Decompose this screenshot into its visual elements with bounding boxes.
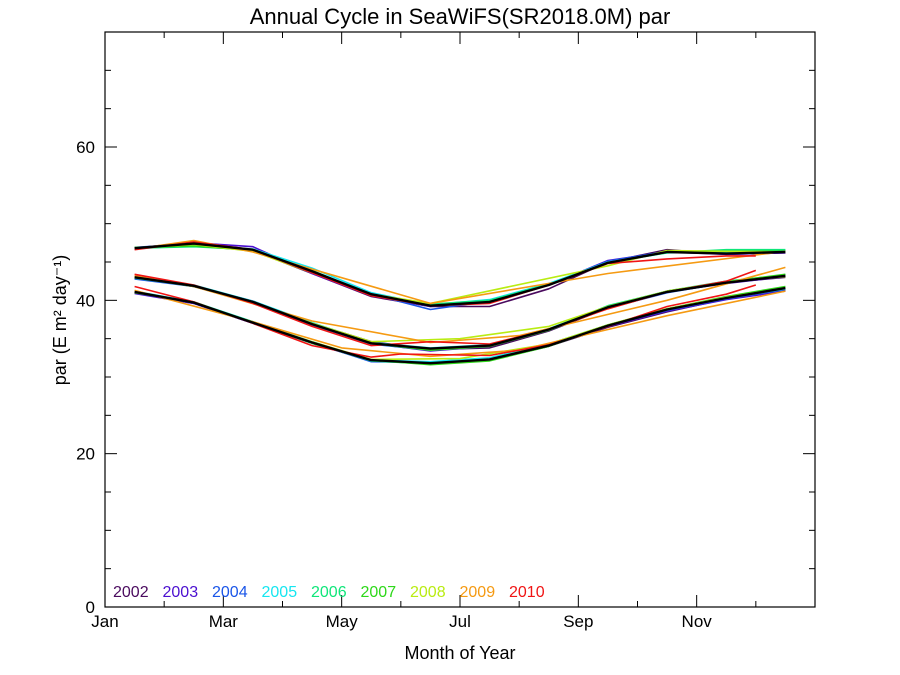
series-line-mean [134,274,786,350]
series-line-mean [134,286,786,365]
x-tick-label: May [326,612,359,631]
legend-entry-2010: 2010 [509,584,545,601]
x-tick-label: Jul [449,612,471,631]
x-tick-label: Sep [563,612,593,631]
legend-entry-2002: 2002 [113,584,149,601]
legend-entry-2007: 2007 [361,584,397,601]
y-tick-label: 60 [76,138,95,157]
chart-title: Annual Cycle in SeaWiFS(SR2018.0M) par [250,4,671,29]
legend-entry-2003: 2003 [163,584,199,601]
legend-entry-2009: 2009 [460,584,496,601]
x-tick-label: Jan [91,612,118,631]
series-line-2004 [134,288,786,364]
y-tick-label: 0 [86,598,95,617]
x-axis-label: Month of Year [404,643,515,663]
series-line-2008 [134,275,786,343]
plot-frame [104,31,816,608]
x-tick-label: Nov [682,612,713,631]
y-tick-label: 40 [76,291,95,310]
series-mean [134,242,786,365]
axes: 0 20 40 60 Jan Mar May Jul Sep Nov [76,31,816,631]
legend-entry-2006: 2006 [311,584,347,601]
series-line-mean [134,242,786,307]
y-tick-label: 20 [76,445,95,464]
series-line-2002 [134,289,786,365]
y-axis-label: par (E m² day⁻¹) [50,255,70,386]
legend-entry-2005: 2005 [262,584,298,601]
legend: 2002 2003 2004 2005 2006 2007 2008 2009 2010 [113,584,545,601]
legend-entry-2008: 2008 [410,584,446,601]
series-line-2009 [134,239,786,305]
series-lines [134,239,786,366]
legend-entry-2004: 2004 [212,584,248,601]
x-tick-label: Mar [209,612,239,631]
series-line-2005 [134,288,786,363]
series-line-2006 [134,287,786,365]
